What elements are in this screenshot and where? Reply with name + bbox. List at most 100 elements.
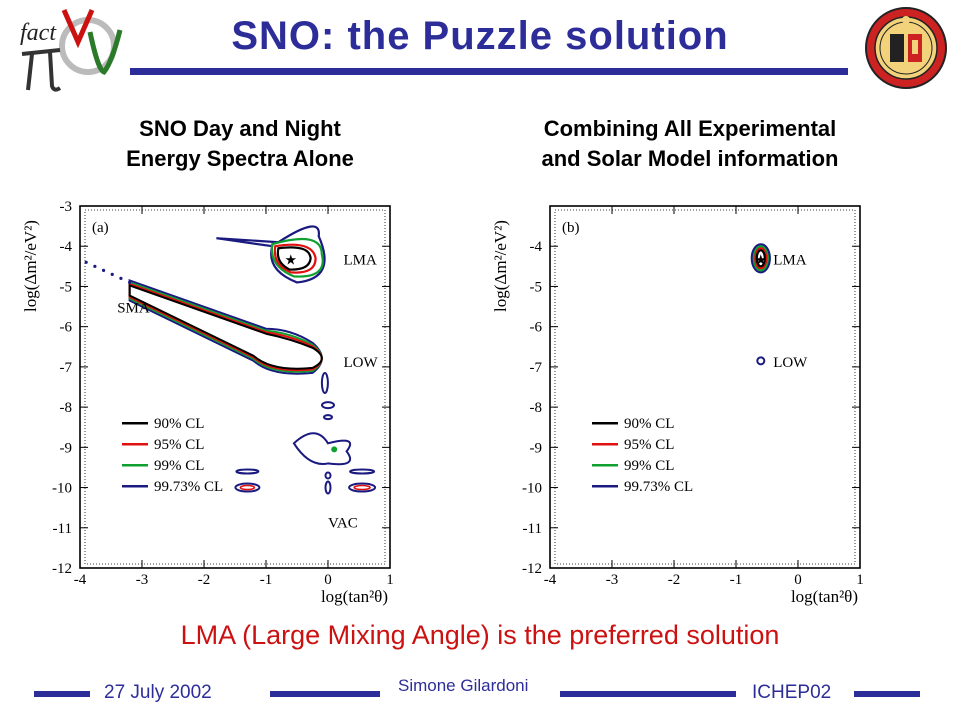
footer-author: Simone Gilardoni [398, 676, 529, 695]
y-tick-label: -4 [530, 239, 543, 255]
sma-low-contour [128, 284, 323, 370]
plot-frame [79, 205, 391, 569]
legend-label: 90% CL [624, 416, 674, 432]
y-tick-label: -6 [60, 320, 73, 336]
y-tick-label: -11 [523, 521, 542, 537]
vac-contour [348, 482, 377, 493]
region-label-sma: SMA [117, 301, 150, 317]
x-tick-label: -2 [668, 572, 681, 588]
y-tick-label: -5 [530, 279, 543, 295]
legend-label: 95% CL [154, 437, 204, 453]
sma-tail-dot [110, 272, 114, 276]
legend-label: 99% CL [154, 458, 204, 474]
region-label-low: LOW [773, 355, 808, 371]
y-tick-label: -6 [530, 320, 543, 336]
x-tick-label: -3 [136, 572, 149, 588]
sma-tail-dot [101, 268, 106, 272]
footer-bar-mid-right [560, 691, 736, 697]
plot-frame [549, 205, 861, 569]
legend-label: 95% CL [624, 437, 674, 453]
x-tick-label: -1 [260, 572, 273, 588]
sma-low-contour [128, 282, 323, 372]
x-tick-label: -4 [544, 572, 557, 588]
panel-label: (b) [562, 220, 580, 236]
sma-tail-dot [84, 260, 88, 264]
legend-label: 99.73% CL [154, 479, 223, 495]
factnunu-logo-icon: fact [20, 8, 123, 92]
region-label-lma: LMA [344, 252, 378, 268]
panel-b-title: Combining All Experimental and Solar Mod… [470, 114, 910, 174]
panel-a-title: SNO Day and Night Energy Spectra Alone [20, 114, 460, 174]
y-tick-label: -7 [60, 360, 73, 376]
lma-contour [754, 247, 768, 270]
region-label-low: LOW [344, 355, 379, 371]
y-tick-label: -10 [522, 481, 542, 497]
panel-b-title-line2: and Solar Model information [541, 146, 839, 171]
x-tick-label: -3 [606, 572, 619, 588]
region-label-lma: LMA [773, 252, 807, 268]
y-tick-label: -11 [53, 521, 72, 537]
x-tick-label: 0 [794, 572, 802, 588]
chart-panel-b: -4-5-6-7-8-9-10-11-12-4 -3 -2 -1 0 1log(tan²θ… [491, 205, 864, 606]
panel-label: (a) [92, 220, 109, 236]
y-tick-label: -3 [60, 199, 73, 215]
footer-bar-left [34, 691, 90, 697]
logo-right [864, 6, 948, 90]
chart-panel-a: -3-4-5-6-7-8-9-10-11-12-4 -3 -2 -1 0 1log(tan… [21, 199, 394, 606]
x-tick-label: -1 [730, 572, 743, 588]
low-contour [756, 356, 766, 366]
lma-contour [273, 243, 317, 274]
y-tick-label: -4 [60, 239, 73, 255]
lma-contour [270, 237, 324, 278]
legend-label: 99% CL [624, 458, 674, 474]
university-geneva-seal-icon [865, 7, 947, 89]
panel-a-title-line2: Energy Spectra Alone [126, 146, 354, 171]
vac-contour [324, 480, 332, 495]
vac-contour [234, 482, 261, 493]
plot-inner-frame [84, 209, 386, 565]
lma-contour [755, 249, 766, 268]
conclusion-text: LMA (Large Mixing Angle) is the preferre… [180, 620, 780, 650]
panel-b-title-line1: Combining All Experimental [543, 116, 837, 141]
sma-tail-dot [93, 264, 97, 268]
y-tick-label: -9 [60, 440, 73, 456]
lma-contour [750, 243, 771, 274]
slide-title: SNO: the Puzzle solution [231, 14, 729, 58]
title-underline [130, 68, 848, 75]
svg-text:fact: fact [20, 20, 57, 46]
vac-contour [320, 371, 329, 394]
logo-left: fact [8, 2, 128, 98]
y-tick-label: -7 [530, 360, 543, 376]
vac-contour-inner [353, 484, 371, 491]
sma-tail-dot [119, 276, 123, 280]
vac-contour [292, 432, 352, 466]
y-tick-label: -10 [52, 481, 72, 497]
plot-inner-frame [554, 209, 856, 565]
lma-contour [752, 245, 769, 272]
y-tick-label: -12 [522, 561, 542, 577]
x-tick-label: 0 [324, 572, 332, 588]
vac-contour-inner [239, 484, 256, 491]
vac-contour [349, 468, 376, 475]
x-tick-label: 1 [856, 572, 864, 588]
panel-a-title-line1: SNO Day and Night [139, 116, 341, 141]
vac-contour [324, 471, 332, 480]
y-axis-label: log(Δm²/eV²) [21, 220, 40, 312]
vac-point [331, 446, 338, 453]
footer-bar-right [854, 691, 920, 697]
x-axis-label: log(tan²θ) [321, 587, 388, 606]
vac-contour [235, 468, 260, 475]
y-tick-label: -8 [530, 400, 543, 416]
x-tick-label: -4 [74, 572, 87, 588]
footer-conference: ICHEP02 [752, 682, 832, 703]
y-tick-label: -9 [530, 440, 543, 456]
sma-tail-dot [128, 280, 132, 285]
y-tick-label: -12 [52, 561, 72, 577]
footer-date: 27 July 2002 [104, 682, 212, 703]
vac-contour [323, 414, 333, 421]
legend-label: 90% CL [154, 416, 204, 432]
y-axis-label: log(Δm²/eV²) [491, 220, 510, 312]
best-fit-star: ★ [755, 253, 768, 268]
region-label-vac: VAC [328, 516, 358, 532]
lma-contour [216, 225, 326, 284]
